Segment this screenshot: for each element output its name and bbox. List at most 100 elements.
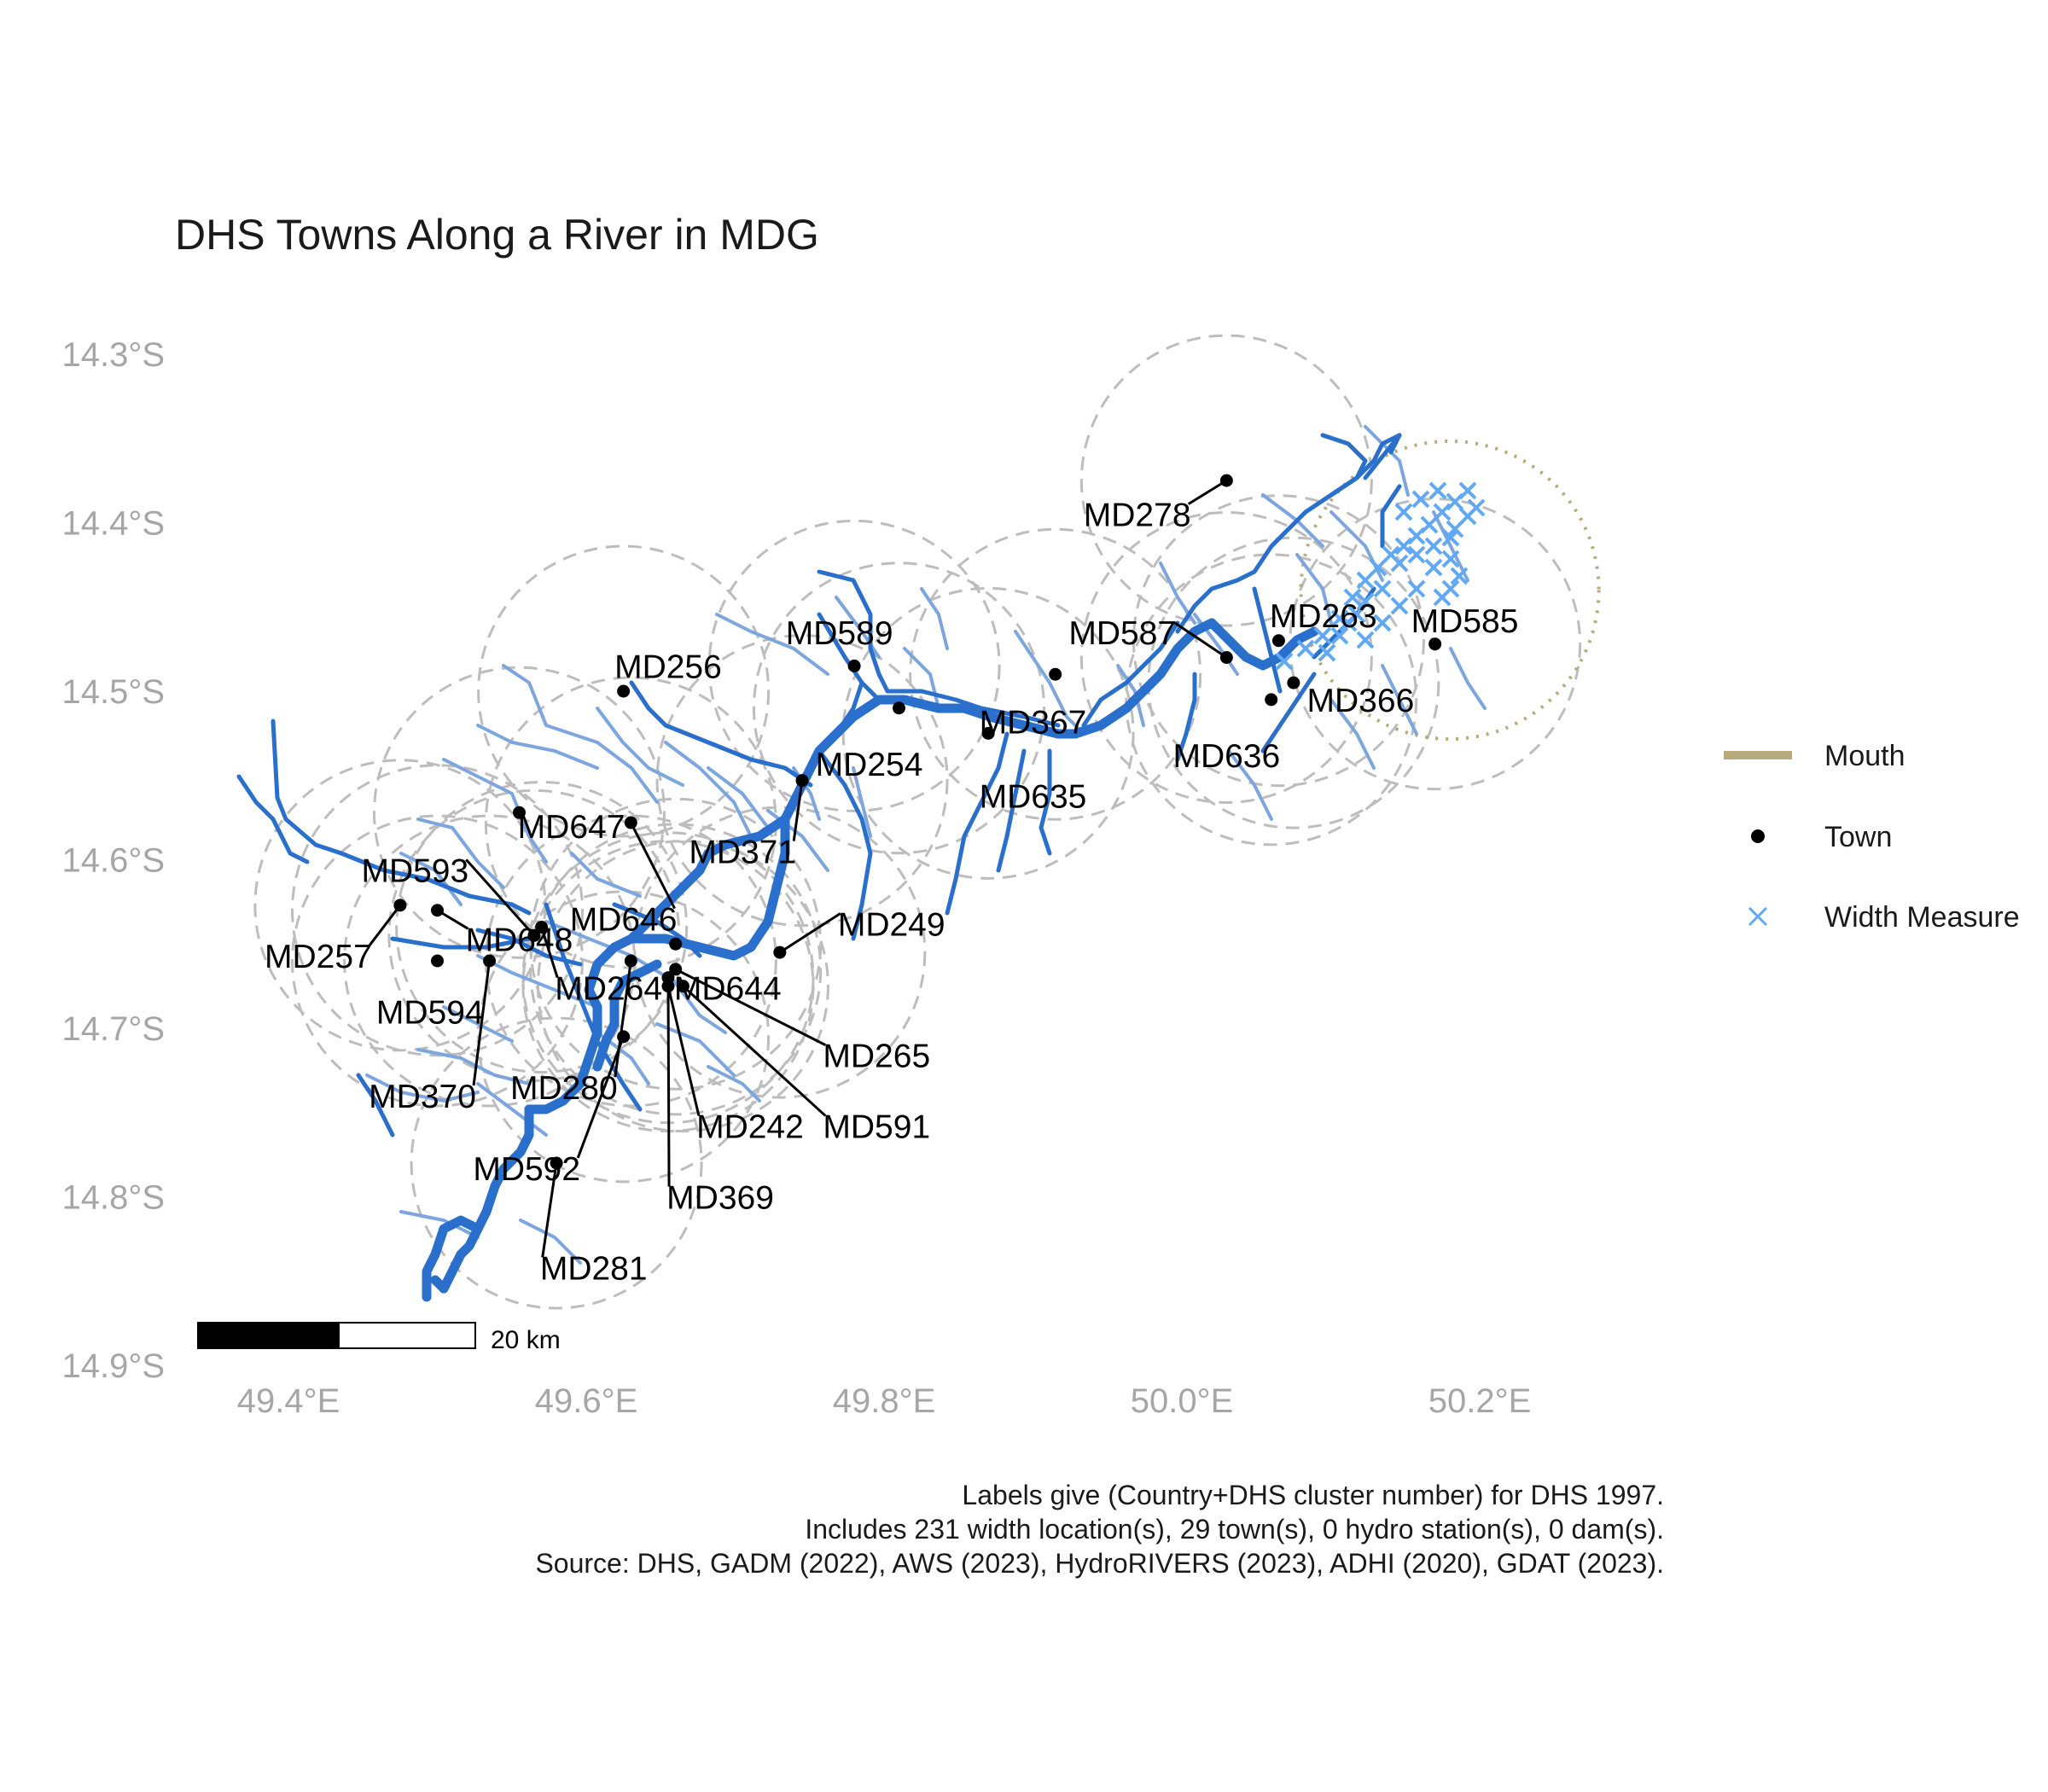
- width-mark: [1428, 481, 1447, 500]
- town-leader-line: [541, 1162, 558, 1258]
- latitude-axis: 14.3°S 14.4°S 14.5°S 14.6°S 14.7°S 14.8°S 14.9…: [61, 336, 165, 1385]
- town-leader-line: [472, 960, 492, 1086]
- town-label: MD585: [1411, 603, 1519, 640]
- town-point: [1287, 676, 1300, 689]
- town-buffer: [655, 634, 949, 928]
- town-point: [512, 806, 526, 819]
- town-label: MD589: [786, 615, 893, 652]
- lon-tick-label: 50.0°E: [1131, 1382, 1234, 1420]
- width-mark: [1394, 503, 1413, 521]
- longitude-axis: 49.4°E 49.6°E 49.8°E 50.0°E 50.2°E: [237, 1382, 1532, 1420]
- caption-line-3: Source: DHS, GADM (2022), AWS (2023), Hy…: [535, 1548, 1664, 1579]
- town-point: [661, 971, 675, 985]
- town-point: [431, 904, 444, 917]
- town-buffer: [291, 814, 584, 1108]
- town-label: MD593: [361, 852, 468, 889]
- town-point: [483, 954, 497, 968]
- river-network: [236, 433, 1402, 1302]
- legend-town-label: Town: [1824, 821, 1892, 853]
- width-mark: [1467, 498, 1486, 517]
- width-mark: [1424, 558, 1443, 577]
- width-mark: [1318, 643, 1336, 662]
- town-label: MD264: [555, 971, 662, 1008]
- town-leader-line: [792, 780, 804, 841]
- width-mark: [1458, 481, 1477, 500]
- lat-tick-label: 14.9°S: [61, 1347, 165, 1385]
- town-label: MD281: [540, 1250, 648, 1287]
- town-buffer: [1132, 494, 1425, 788]
- town-buffer: [291, 764, 584, 1057]
- town-label: MD278: [1084, 497, 1191, 534]
- town-point: [393, 899, 407, 912]
- town-leader-line: [675, 968, 826, 1046]
- town-label: MD249: [838, 907, 945, 944]
- width-mark: [1382, 545, 1400, 564]
- mouth-buffer-circle: [1299, 439, 1601, 741]
- width-mark: [1373, 579, 1392, 598]
- width-mark: [1411, 490, 1430, 509]
- width-mark: [1390, 554, 1409, 573]
- town-buffer: [477, 544, 771, 838]
- town-label: MD648: [466, 922, 573, 958]
- town-point: [624, 816, 637, 829]
- width-mark: [1433, 588, 1452, 607]
- town-label: MD256: [614, 649, 722, 685]
- town-buffer: [395, 781, 689, 1073]
- width-mark: [1275, 652, 1294, 671]
- width-measure-marks: [1275, 481, 1486, 671]
- town-label: MD366: [1307, 683, 1415, 719]
- town-point: [1265, 693, 1278, 707]
- caption-line-1: Labels give (Country+DHS cluster number)…: [962, 1480, 1664, 1510]
- lat-tick-label: 14.8°S: [61, 1179, 165, 1217]
- town-point: [617, 684, 631, 698]
- town-label: MD370: [369, 1079, 476, 1115]
- town-buffer-circles: [253, 334, 1582, 1310]
- width-mark: [1330, 626, 1349, 645]
- town-leader-line: [465, 858, 536, 937]
- town-leader-line: [779, 912, 841, 954]
- lon-tick-label: 49.6°E: [535, 1382, 638, 1420]
- town-label: MD257: [265, 939, 372, 975]
- legend-width-label: Width Measure: [1824, 901, 2020, 934]
- town-point: [669, 963, 683, 976]
- town-buffer: [633, 806, 927, 1099]
- town-label: MD647: [518, 809, 625, 846]
- width-mark: [1424, 537, 1443, 556]
- town-leader-line: [630, 822, 676, 910]
- town-point: [1049, 667, 1062, 681]
- town-point: [892, 701, 905, 715]
- town-point: [550, 1156, 563, 1170]
- town-leader-line: [614, 960, 632, 1078]
- town-buffer: [410, 1016, 703, 1310]
- width-mark: [1394, 537, 1413, 556]
- width-mark: [1330, 609, 1349, 628]
- town-leader-line: [368, 904, 402, 946]
- width-mark: [1407, 545, 1426, 564]
- lon-tick-label: 49.8°E: [833, 1382, 936, 1420]
- town-points: MD278 MD587 MD263 MD585 MD366 MD636 MD589 MD256…: [265, 474, 1519, 1287]
- town-point: [535, 921, 549, 934]
- town-buffer: [1079, 511, 1373, 804]
- width-mark: [1433, 503, 1452, 521]
- scale-bar-black: [197, 1322, 340, 1349]
- town-label: MD367: [980, 705, 1087, 742]
- town-label: MD263: [1270, 598, 1377, 635]
- town-buffer: [707, 519, 1001, 812]
- width-mark: [1450, 567, 1469, 585]
- caption-line-2: Includes 231 width location(s), 29 town(…: [805, 1514, 1664, 1545]
- lat-tick-label: 14.7°S: [61, 1010, 165, 1048]
- lon-tick-label: 50.2°E: [1428, 1382, 1532, 1420]
- town-label: MD254: [816, 747, 923, 783]
- town-buffer: [909, 527, 1202, 821]
- town-label: MD635: [980, 778, 1087, 815]
- town-point: [1428, 637, 1442, 651]
- legend-mouth-label: Mouth: [1824, 740, 1905, 772]
- width-mark: [1356, 631, 1375, 649]
- town-point: [669, 937, 683, 951]
- town-point: [773, 945, 787, 959]
- width-mark: [1313, 626, 1332, 645]
- town-label: MD371: [689, 835, 796, 871]
- mouth-buffer: [1299, 439, 1601, 741]
- width-mark: [1373, 614, 1392, 632]
